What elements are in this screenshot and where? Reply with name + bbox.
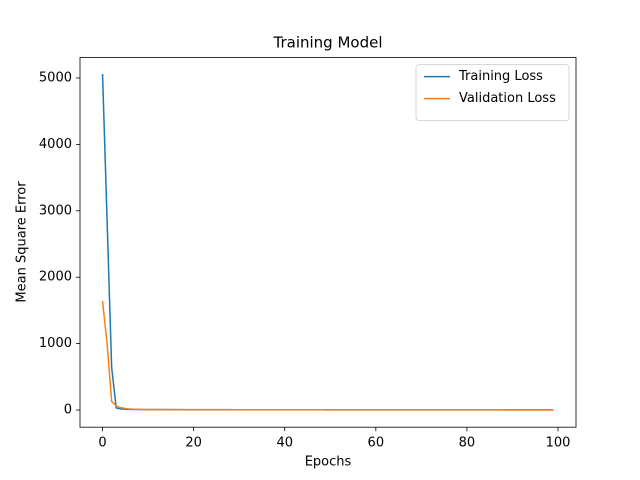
- x-tick-label: 40: [276, 436, 293, 451]
- y-tick-label: 2000: [39, 270, 72, 285]
- data-line: [101, 301, 554, 411]
- legend-box: [415, 64, 570, 121]
- axes-frame: [79, 57, 577, 428]
- x-tick-label: 60: [368, 436, 385, 451]
- y-tick-label: 1000: [39, 336, 72, 351]
- y-tick-label: 0: [64, 403, 72, 418]
- y-tick-label: 5000: [39, 70, 72, 85]
- x-tick-label: 100: [546, 436, 571, 451]
- y-tick-label: 3000: [39, 203, 72, 218]
- legend-label: Training Loss: [458, 69, 543, 84]
- y-axis-label: Mean Square Error: [15, 181, 30, 303]
- x-tick-label: 0: [98, 436, 106, 451]
- legend-label: Validation Loss: [459, 91, 556, 106]
- x-tick-label: 20: [185, 436, 202, 451]
- x-tick-label: 80: [459, 436, 476, 451]
- chart-title: Training Model: [273, 34, 383, 52]
- data-line: [101, 73, 554, 411]
- x-axis-label: Epochs: [305, 455, 352, 470]
- y-tick-label: 4000: [39, 137, 72, 152]
